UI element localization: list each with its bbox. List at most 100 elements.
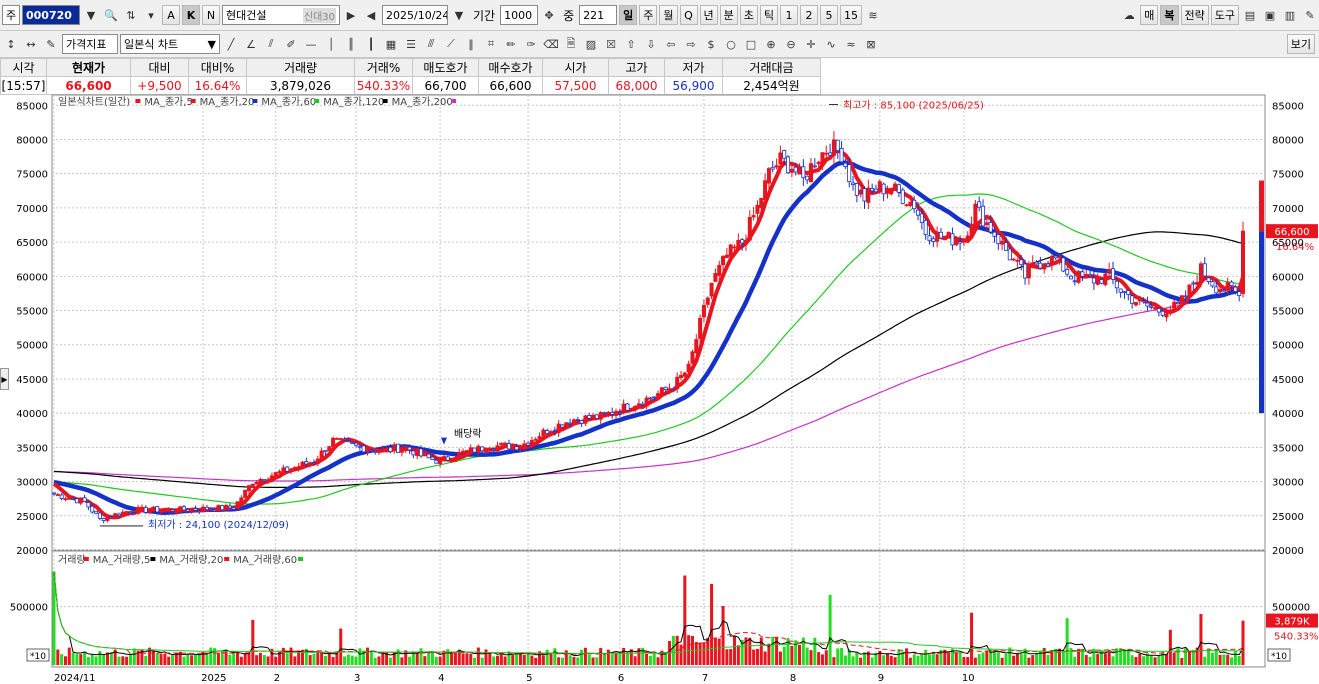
interval-minute[interactable]: 분 bbox=[719, 5, 738, 25]
market-select[interactable]: 주 bbox=[2, 5, 20, 25]
candle-body bbox=[67, 497, 72, 500]
angle-icon[interactable]: ∠ bbox=[246, 37, 256, 51]
edit-icon[interactable]: ✎ bbox=[46, 37, 56, 51]
restore-button[interactable]: 복 bbox=[1160, 5, 1179, 25]
arrow-left-icon[interactable]: ⇦ bbox=[666, 37, 676, 51]
stock-code-input[interactable]: 000720 bbox=[22, 5, 80, 25]
market-n-button[interactable]: N bbox=[202, 5, 220, 25]
candle-body bbox=[751, 215, 756, 218]
candle-body bbox=[1130, 295, 1135, 304]
wave-tool-icon[interactable]: ∿ bbox=[826, 37, 836, 51]
strategy-button[interactable]: 전략 bbox=[1180, 5, 1209, 25]
arrow-up-down-icon[interactable]: ↕ bbox=[6, 37, 16, 51]
dollar-icon[interactable]: $ bbox=[707, 37, 715, 51]
marker-icon[interactable]: ✑ bbox=[526, 37, 536, 51]
tools-button[interactable]: 도구 bbox=[1210, 5, 1239, 25]
interval-5[interactable]: 5 bbox=[820, 5, 839, 25]
stock-chart[interactable]: 66,600 16.64% 3,879K 540.33% 2024/11 2025 2 3… bbox=[0, 92, 1319, 684]
delete-all-icon[interactable]: ⊠ bbox=[866, 37, 876, 51]
fibo-icon[interactable]: ☰ bbox=[406, 37, 416, 51]
arrow-down-icon[interactable]: ⇩ bbox=[646, 37, 656, 51]
view-button[interactable]: 보기 bbox=[1286, 34, 1315, 54]
vertical-line-icon[interactable]: │ bbox=[327, 37, 335, 51]
interval-second[interactable]: 초 bbox=[739, 5, 758, 25]
search-icon[interactable]: 🔍 bbox=[104, 8, 118, 22]
chart-type-select[interactable]: 일본식 차트 ▼ bbox=[120, 34, 220, 54]
move-icon[interactable]: ↔ bbox=[26, 37, 36, 51]
candle-body bbox=[759, 197, 764, 208]
quote-volume: 3,879,026 bbox=[246, 76, 355, 95]
save-icon[interactable]: ▣ bbox=[1264, 8, 1276, 22]
trendline-icon[interactable]: ╱ bbox=[227, 37, 235, 51]
fan-icon[interactable]: ⫽ bbox=[268, 37, 274, 50]
rectangle-icon[interactable]: □ bbox=[745, 37, 757, 51]
volume-bar bbox=[278, 651, 282, 665]
close-box-icon[interactable]: ☒ bbox=[606, 37, 616, 51]
arrow-up-icon[interactable]: ⇧ bbox=[626, 37, 636, 51]
expand-panel-button[interactable]: ▶ bbox=[0, 368, 9, 390]
candle-body bbox=[97, 512, 102, 519]
interval-day[interactable]: 일 bbox=[619, 5, 638, 25]
volume-bar bbox=[1050, 649, 1054, 665]
period-input[interactable]: 1000 bbox=[500, 5, 539, 25]
volume-bar bbox=[335, 651, 339, 665]
note-icon[interactable]: 🗎 bbox=[566, 36, 576, 50]
circle-icon[interactable]: ○ bbox=[726, 37, 736, 51]
interval-2[interactable]: 2 bbox=[800, 5, 819, 25]
dropdown-arrow-icon[interactable]: ▼ bbox=[86, 8, 96, 22]
stock-name-field[interactable]: 현대건설 신대30 bbox=[222, 5, 340, 25]
zoom-icon[interactable]: ⊕ bbox=[766, 37, 776, 51]
zoom-out-icon[interactable]: ⊖ bbox=[786, 37, 796, 51]
sort-icon[interactable]: ⇅ bbox=[126, 8, 136, 22]
interval-15[interactable]: 15 bbox=[840, 5, 863, 25]
wrench-icon[interactable]: ✎ bbox=[1305, 8, 1315, 22]
cloud-icon[interactable]: ☁ bbox=[1123, 8, 1135, 22]
interval-quarter[interactable]: Q bbox=[679, 5, 698, 25]
play-next-icon[interactable]: ▶ bbox=[346, 8, 356, 22]
interval-1[interactable]: 1 bbox=[780, 5, 799, 25]
y-tick-label-left: 85000 bbox=[16, 101, 48, 112]
candle-body bbox=[698, 317, 703, 339]
dropdown-arrow-icon[interactable]: ▾ bbox=[148, 8, 154, 22]
volume-bar bbox=[1069, 648, 1073, 665]
arrow-right-icon[interactable]: ⇨ bbox=[686, 37, 696, 51]
channel-icon[interactable]: ⫻ bbox=[427, 37, 435, 50]
eraser-icon[interactable]: ⌫ bbox=[543, 37, 559, 51]
candle-body bbox=[388, 446, 393, 452]
volume-bar bbox=[817, 652, 821, 665]
interval-week[interactable]: 주 bbox=[639, 5, 658, 25]
image-icon[interactable]: ▨ bbox=[585, 37, 597, 51]
play-prev-icon[interactable]: ◀ bbox=[366, 8, 376, 22]
cycle-lines-icon[interactable]: ║ bbox=[347, 37, 355, 51]
speed-line-icon[interactable]: ⟋ bbox=[447, 37, 455, 50]
volume-bar bbox=[331, 657, 335, 665]
volume-legend-swatch bbox=[83, 557, 89, 561]
middle-input[interactable]: 221 bbox=[579, 5, 618, 25]
folder-icon[interactable]: ▤ bbox=[1244, 8, 1256, 22]
wave-tool2-icon[interactable]: ≈ bbox=[846, 37, 856, 51]
volume-bar bbox=[423, 656, 427, 665]
volume-bar bbox=[67, 647, 71, 665]
gann-icon[interactable]: ⌗ bbox=[487, 37, 495, 50]
crosshair-icon[interactable]: ✛ bbox=[806, 37, 816, 51]
buy-sell-button[interactable]: 매 bbox=[1140, 5, 1159, 25]
horizontal-line-icon[interactable]: — bbox=[305, 37, 317, 51]
parallel-icon[interactable]: ∥ bbox=[468, 37, 474, 51]
market-k-button[interactable]: K bbox=[182, 5, 200, 25]
wave-icon[interactable]: ≋ bbox=[868, 8, 878, 22]
pen-icon[interactable]: ✐ bbox=[286, 37, 296, 51]
volume-bar bbox=[308, 655, 312, 665]
print-icon[interactable]: ▥ bbox=[1284, 8, 1296, 22]
price-indicator-select[interactable]: 가격지표 bbox=[62, 34, 118, 54]
candle-body bbox=[266, 479, 271, 482]
interval-year[interactable]: 년 bbox=[699, 5, 718, 25]
grid-icon[interactable]: ▦ bbox=[385, 37, 397, 51]
calendar-dropdown-icon[interactable]: ▼ bbox=[454, 8, 464, 22]
date-input[interactable]: 2025/10/24 bbox=[382, 5, 448, 25]
pan-icon[interactable]: ✥ bbox=[544, 8, 554, 22]
pencil-icon[interactable]: ✏ bbox=[506, 37, 516, 51]
period-lines-icon[interactable]: ┃ bbox=[367, 37, 375, 51]
interval-tick[interactable]: 틱 bbox=[759, 5, 779, 25]
market-a-button[interactable]: A bbox=[162, 5, 180, 25]
interval-month[interactable]: 월 bbox=[659, 5, 678, 25]
